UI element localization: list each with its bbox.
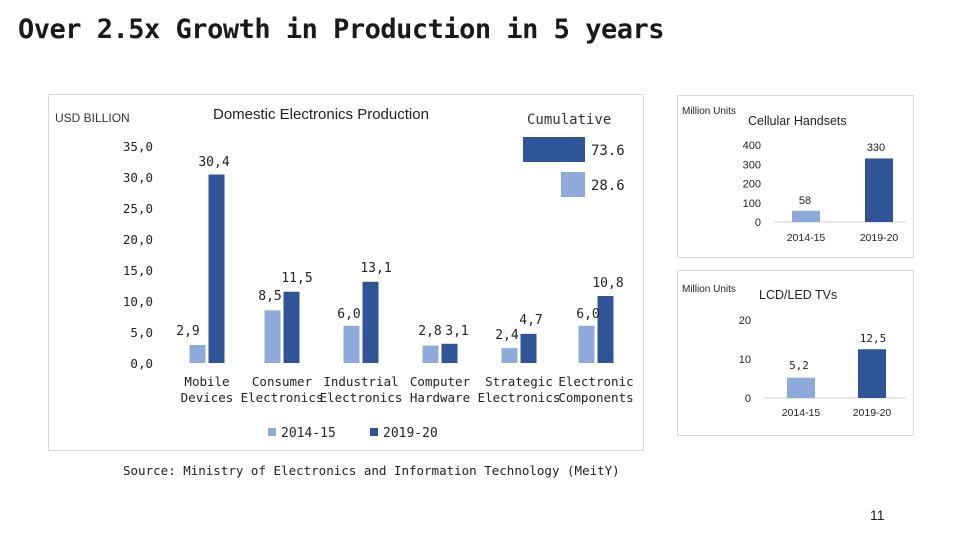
bar-2014-15 [189, 345, 206, 363]
y-tick-label: 30,0 [123, 170, 153, 185]
bar-2014-15 [264, 310, 281, 363]
data-label-2019-20: 30,4 [198, 155, 229, 170]
category-label: Electronics [478, 390, 561, 405]
inset-bar-2019-20 [523, 137, 585, 162]
lcd-led-tv-chart: Million Units LCD/LED TVs 0 10 20 2014-15 5,2 2… [682, 284, 906, 419]
y-tick-label: 400 [743, 140, 761, 152]
y-tick-label: 100 [743, 198, 761, 210]
data-label-2019-20: 4,7 [519, 313, 542, 328]
source-note: Source: Ministry of Electronics and Info… [123, 463, 620, 478]
category-label: Hardware [410, 390, 470, 405]
y-tick-label: 5,0 [130, 325, 153, 340]
bar-2019-20 [858, 349, 886, 398]
y-tick-label: 25,0 [123, 201, 153, 216]
y-tick-label: 15,0 [123, 263, 153, 278]
data-label: 12,5 [860, 332, 887, 345]
data-label: 5,2 [789, 359, 809, 372]
bar-2019-20 [597, 296, 614, 363]
category-label: Components [558, 390, 633, 405]
y-tick-label: 200 [743, 179, 761, 191]
data-label-2014-15: 2,9 [176, 324, 199, 339]
bar-2014-15 [422, 345, 439, 363]
data-label: 330 [867, 142, 885, 154]
category-label: Electronics [241, 390, 324, 405]
category-label: 2019-20 [860, 232, 899, 244]
data-label-2019-20: 10,8 [592, 276, 623, 291]
legend-label-2014-15: 2014-15 [281, 426, 336, 441]
y-tick-label: 10 [739, 354, 751, 366]
category-label: 2014-15 [782, 407, 821, 419]
legend-swatch-2019-20 [370, 428, 378, 436]
category-label: Electronics [320, 390, 403, 405]
y-tick-label: 0 [755, 217, 761, 229]
bar-2019-20 [520, 333, 537, 363]
category-label: Electronic [558, 374, 633, 389]
y-tick-label: 20,0 [123, 232, 153, 247]
chart-title: Cellular Handsets [748, 114, 847, 128]
category-label: Industrial [323, 374, 398, 389]
legend-swatch-2014-15 [268, 428, 276, 436]
data-label-2019-20: 3,1 [445, 324, 468, 339]
unit-label: USD BILLION [55, 111, 130, 125]
category-label: Strategic [485, 374, 553, 389]
chart-title: LCD/LED TVs [759, 288, 837, 302]
bar-2019-20 [865, 158, 893, 222]
category-label: 2019-20 [853, 407, 892, 419]
bar-2019-20 [362, 281, 379, 363]
data-label-2014-15: 2,4 [495, 328, 519, 343]
inset-value-label: 73.6 [591, 143, 625, 159]
category-label: Computer [410, 374, 471, 389]
y-tick-label: 0 [745, 393, 751, 405]
page-title: Over 2.5x Growth in Production in 5 year… [18, 14, 664, 45]
data-label-2014-15: 6,0 [576, 307, 599, 322]
legend-label-2019-20: 2019-20 [383, 426, 438, 441]
bar-2014-15 [792, 210, 820, 222]
data-label-2014-15: 6,0 [337, 307, 360, 322]
domestic-production-chart: USD BILLION Domestic Electronics Producti… [55, 106, 634, 441]
inset-title: Cumulative [527, 112, 611, 128]
category-label: Consumer [252, 374, 313, 389]
y-tick-label: 300 [743, 159, 761, 171]
bar-2014-15 [787, 377, 815, 398]
bar-2014-15 [578, 325, 595, 363]
cellular-chart-panel: Million Units Cellular Handsets 0 100 200 300… [677, 95, 914, 258]
bar-2014-15 [501, 348, 518, 363]
tv-chart-panel: Million Units LCD/LED TVs 0 10 20 2014-15 5,2 2… [677, 270, 914, 436]
y-tick-label: 10,0 [123, 294, 153, 309]
main-chart-panel: USD BILLION Domestic Electronics Producti… [48, 94, 644, 451]
bar-2019-20 [208, 174, 225, 363]
data-label-2014-15: 8,5 [258, 289, 281, 304]
bar-2019-20 [283, 291, 300, 363]
y-tick-label: 0,0 [130, 356, 153, 371]
category-label: 2014-15 [787, 232, 826, 244]
data-label-2019-20: 11,5 [281, 271, 312, 286]
unit-label: Million Units [682, 284, 736, 295]
y-tick-label: 35,0 [123, 139, 153, 154]
page-number: 11 [870, 507, 885, 523]
unit-label: Million Units [682, 106, 736, 117]
data-label: 58 [799, 195, 811, 207]
y-tick-label: 20 [739, 315, 751, 327]
cellular-handsets-chart: Million Units Cellular Handsets 0 100 200 300… [682, 106, 906, 244]
data-label-2019-20: 13,1 [360, 261, 391, 276]
chart-title: Domestic Electronics Production [213, 106, 429, 123]
inset-value-label: 28.6 [591, 178, 625, 194]
bar-2019-20 [441, 343, 458, 363]
category-label: Mobile [184, 374, 229, 389]
bar-2014-15 [343, 325, 360, 363]
category-label: Devices [181, 390, 234, 405]
data-label-2014-15: 2,8 [418, 324, 441, 339]
inset-bar-2014-15 [560, 172, 585, 197]
